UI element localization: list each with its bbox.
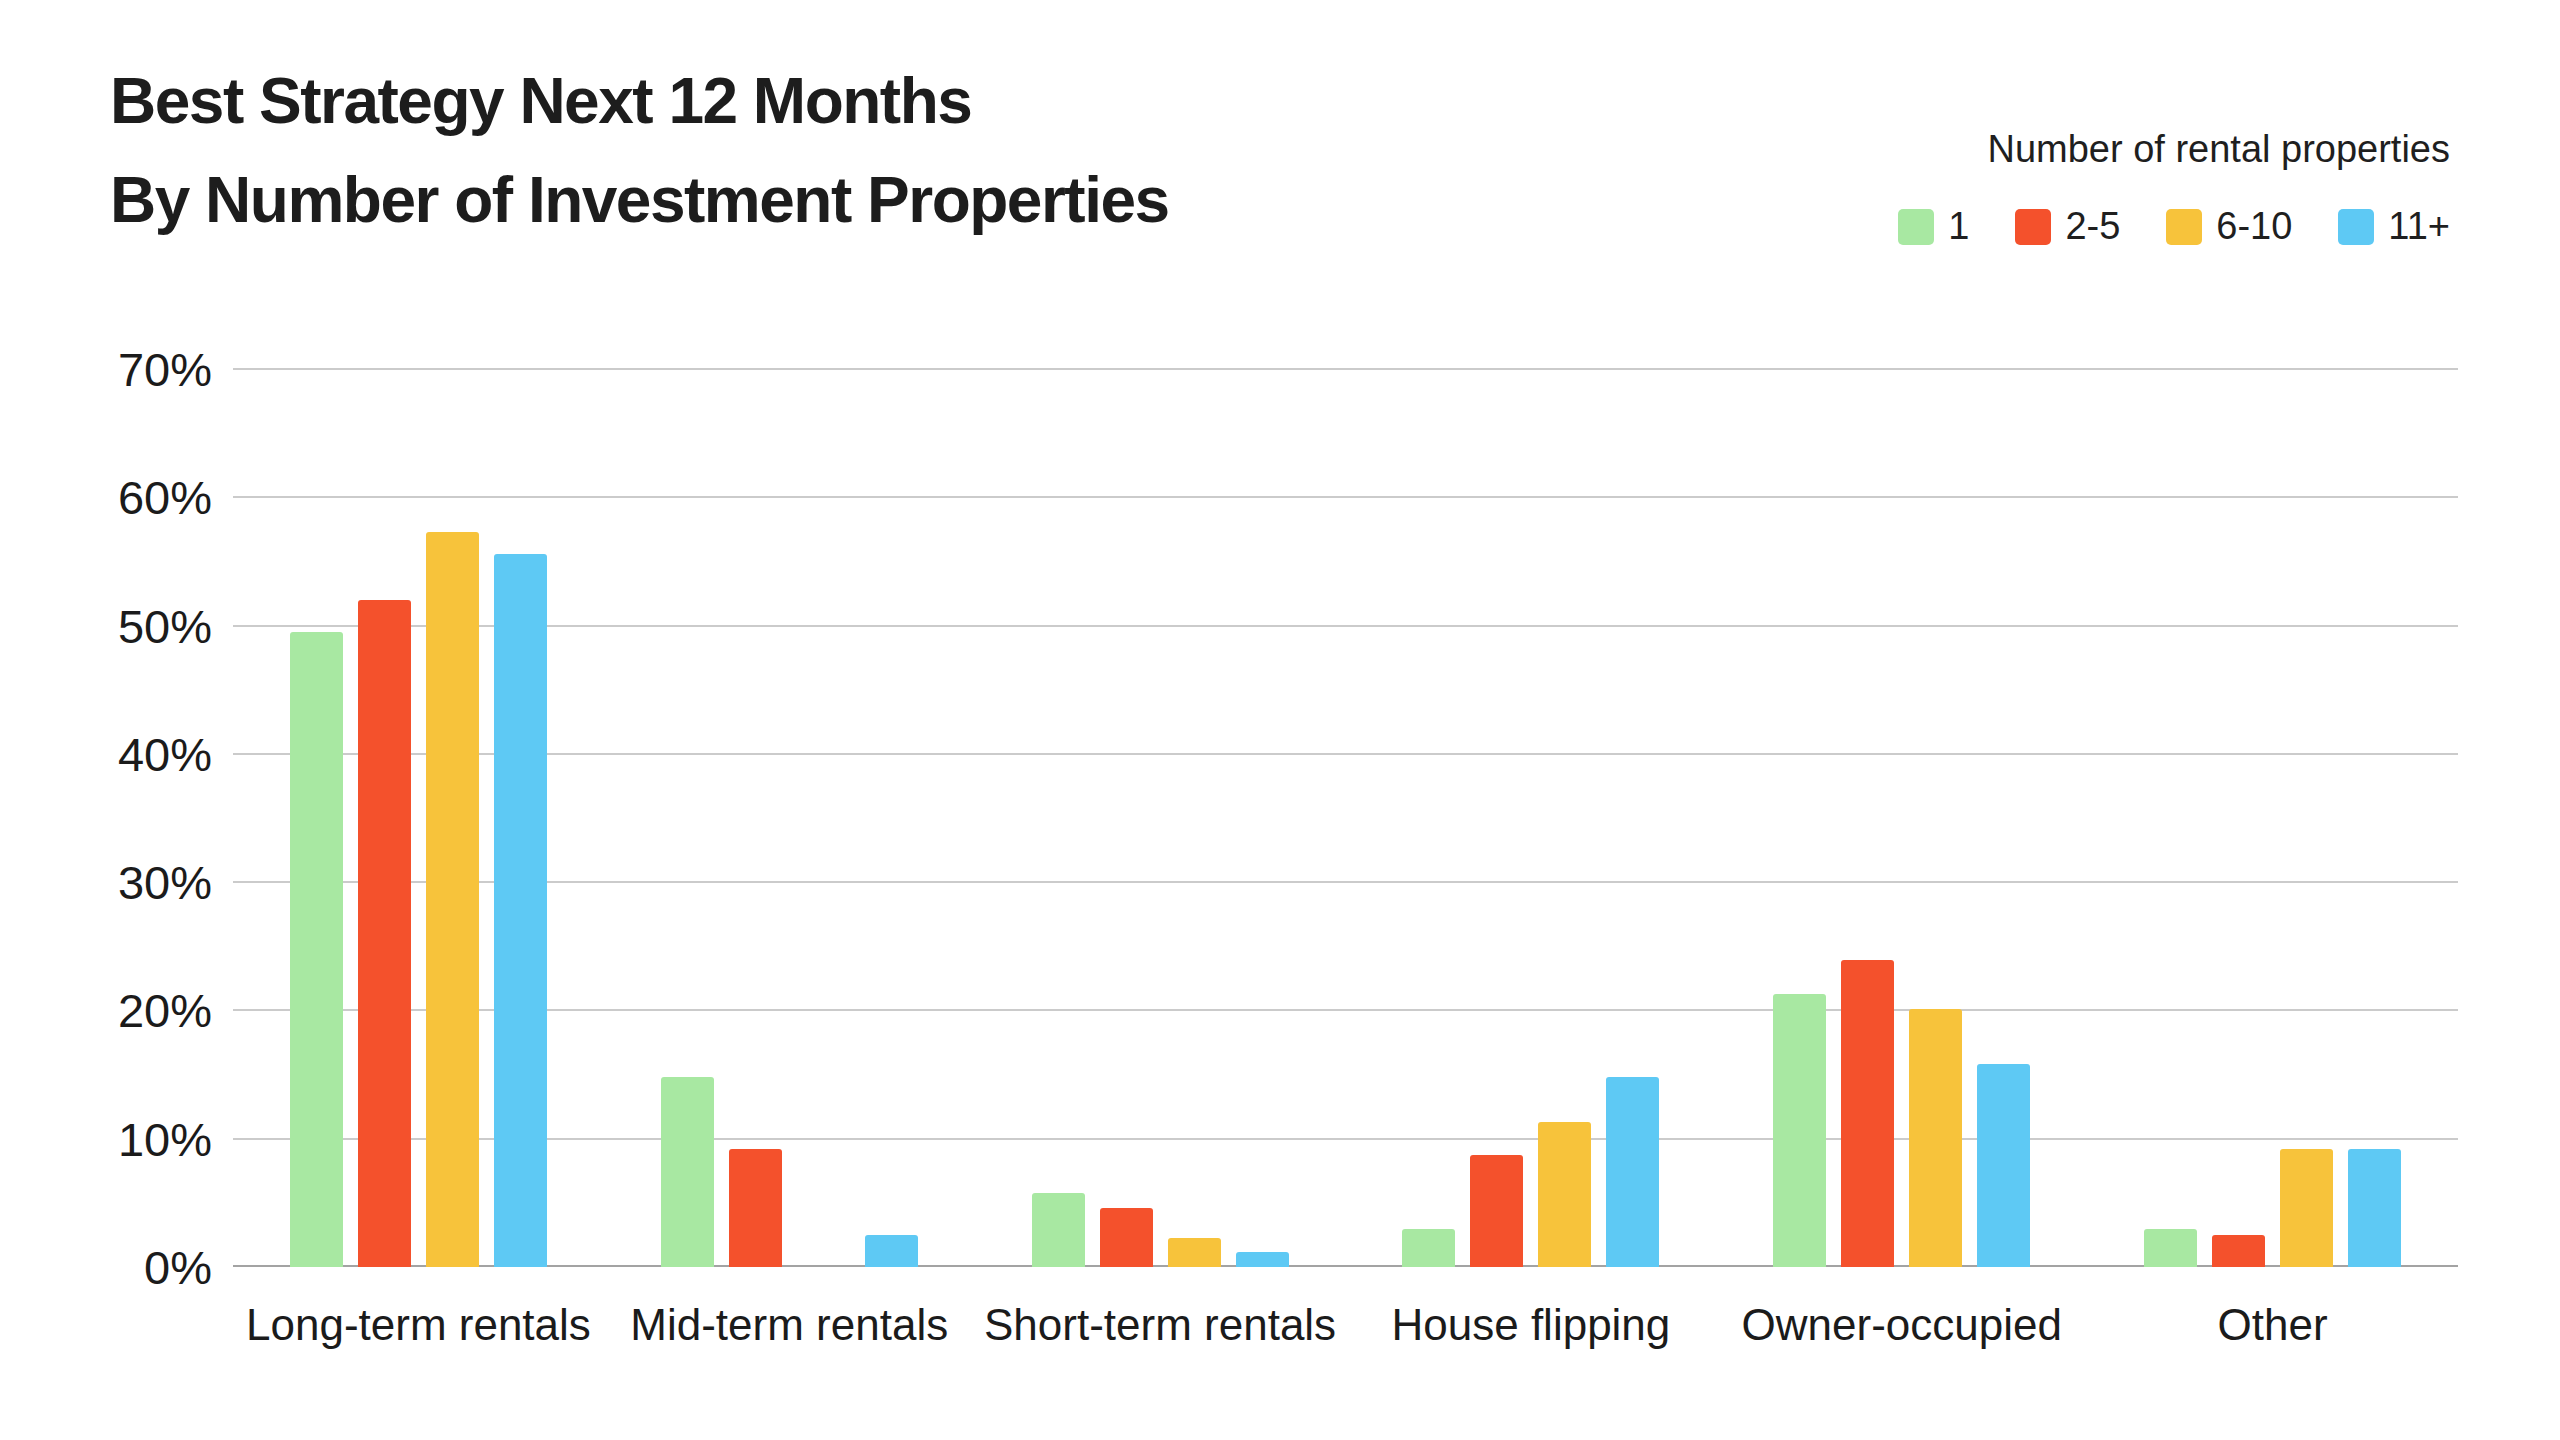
x-category-label: Mid-term rentals — [604, 1300, 975, 1350]
x-category-label: House flipping — [1345, 1300, 1716, 1350]
bar-group-6 — [2087, 369, 2458, 1267]
legend: Number of rental properties 1 2-5 6-10 11+ — [1898, 128, 2450, 248]
bar-slot — [2280, 369, 2333, 1267]
bar-group-2 — [604, 369, 975, 1267]
bar-slot — [1236, 369, 1289, 1267]
bar-6-10 — [2280, 1149, 2333, 1267]
legend-item-1: 1 — [1898, 205, 1969, 248]
y-tick-label: 30% — [118, 859, 212, 906]
bar-slot — [2348, 369, 2401, 1267]
bar-slot — [1100, 369, 1153, 1267]
bar-2-5 — [1100, 1208, 1153, 1267]
bar-1 — [1032, 1193, 1085, 1267]
chart-title-line-1: Best Strategy Next 12 Months — [110, 52, 1169, 151]
legend-item-label: 6-10 — [2216, 205, 2292, 248]
bar-row — [2144, 369, 2401, 1267]
bar-slot — [1977, 369, 2030, 1267]
y-axis-labels: 70%60%50%40%30%20%10%0% — [0, 369, 212, 1267]
bar-group-1 — [233, 369, 604, 1267]
bar-row — [290, 369, 547, 1267]
chart-title: Best Strategy Next 12 Months By Number o… — [110, 52, 1169, 250]
bar-row — [1032, 369, 1289, 1267]
bar-group-5 — [1716, 369, 2087, 1267]
plot-area — [233, 369, 2458, 1267]
bar-row — [1402, 369, 1659, 1267]
bar-2-5 — [1841, 960, 1894, 1267]
x-axis-labels: Long-term rentalsMid-term rentalsShort-t… — [233, 1300, 2458, 1350]
bar-slot — [1470, 369, 1523, 1267]
bar-slot — [426, 369, 479, 1267]
y-tick-label: 20% — [118, 987, 212, 1034]
bar-11+ — [494, 554, 547, 1267]
bar-groups — [233, 369, 2458, 1267]
bar-group-4 — [1345, 369, 1716, 1267]
chart-title-line-2: By Number of Investment Properties — [110, 151, 1169, 250]
bar-2-5 — [358, 600, 411, 1267]
bar-slot — [2144, 369, 2197, 1267]
bar-1 — [661, 1077, 714, 1267]
bar-slot — [1402, 369, 1455, 1267]
bar-6-10 — [426, 532, 479, 1267]
bar-row — [1773, 369, 2030, 1267]
x-category-label: Long-term rentals — [233, 1300, 604, 1350]
legend-item-label: 1 — [1948, 205, 1969, 248]
y-tick-label: 70% — [118, 346, 212, 393]
bar-row — [661, 369, 918, 1267]
legend-swatch-icon — [2166, 209, 2202, 245]
x-category-label: Owner-occupied — [1716, 1300, 2087, 1350]
bar-6-10 — [1538, 1122, 1591, 1267]
y-tick-label: 40% — [118, 730, 212, 777]
bar-slot — [2212, 369, 2265, 1267]
bar-2-5 — [2212, 1235, 2265, 1267]
bar-slot — [729, 369, 782, 1267]
bar-slot — [797, 369, 850, 1267]
y-tick-label: 10% — [118, 1115, 212, 1162]
y-tick-label: 60% — [118, 474, 212, 521]
bar-2-5 — [729, 1149, 782, 1267]
bar-6-10 — [1909, 1009, 1962, 1267]
legend-title: Number of rental properties — [1898, 128, 2450, 171]
legend-item-6-10: 6-10 — [2166, 205, 2292, 248]
bar-slot — [1538, 369, 1591, 1267]
y-tick-label: 50% — [118, 602, 212, 649]
bar-slot — [290, 369, 343, 1267]
legend-item-label: 2-5 — [2065, 205, 2120, 248]
bar-slot — [494, 369, 547, 1267]
legend-item-11+: 11+ — [2338, 205, 2450, 248]
bar-slot — [358, 369, 411, 1267]
legend-item-label: 11+ — [2388, 205, 2450, 248]
bar-11+ — [1606, 1077, 1659, 1267]
bar-slot — [1773, 369, 1826, 1267]
bar-1 — [1773, 994, 1826, 1267]
bar-6-10 — [1168, 1238, 1221, 1268]
bar-slot — [1032, 369, 1085, 1267]
bar-slot — [1606, 369, 1659, 1267]
legend-items: 1 2-5 6-10 11+ — [1898, 205, 2450, 248]
y-tick-label: 0% — [144, 1244, 212, 1291]
bar-1 — [2144, 1229, 2197, 1267]
bar-2-5 — [1470, 1155, 1523, 1267]
bar-11+ — [1977, 1064, 2030, 1267]
bar-slot — [661, 369, 714, 1267]
bar-11+ — [2348, 1149, 2401, 1267]
legend-swatch-icon — [2015, 209, 2051, 245]
x-category-label: Other — [2087, 1300, 2458, 1350]
bar-slot — [1909, 369, 1962, 1267]
bar-11+ — [865, 1235, 918, 1267]
legend-swatch-icon — [2338, 209, 2374, 245]
legend-item-2-5: 2-5 — [2015, 205, 2120, 248]
bar-group-3 — [975, 369, 1346, 1267]
x-category-label: Short-term rentals — [975, 1300, 1346, 1350]
bar-slot — [1168, 369, 1221, 1267]
chart-page: Best Strategy Next 12 Months By Number o… — [0, 0, 2560, 1440]
bar-1 — [1402, 1229, 1455, 1267]
bar-1 — [290, 632, 343, 1267]
bar-11+ — [1236, 1252, 1289, 1267]
bar-slot — [1841, 369, 1894, 1267]
legend-swatch-icon — [1898, 209, 1934, 245]
bar-slot — [865, 369, 918, 1267]
